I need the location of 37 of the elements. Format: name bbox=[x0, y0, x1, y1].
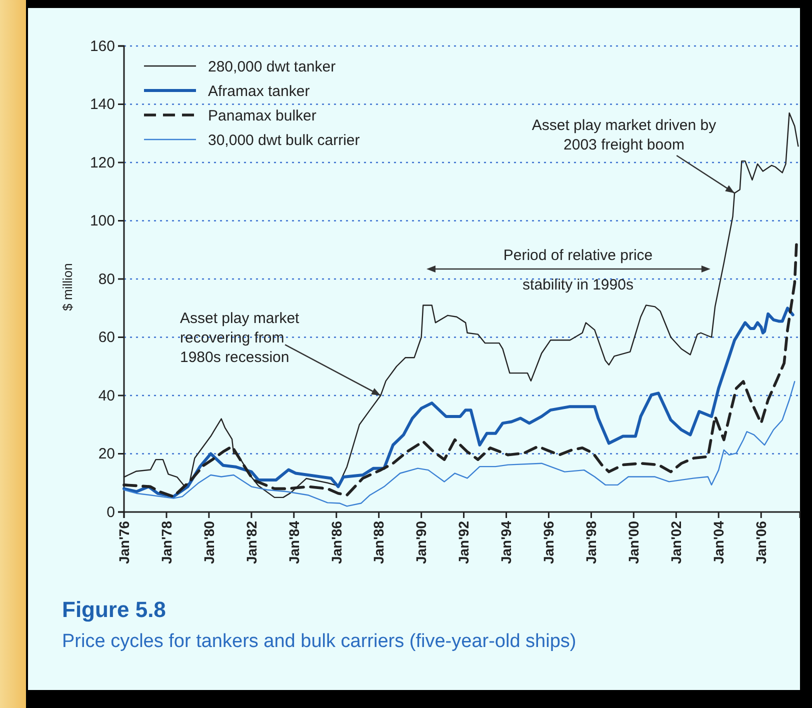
x-tick-label: Jan'02 bbox=[668, 520, 684, 564]
x-tick-label: Jan'00 bbox=[626, 520, 642, 564]
x-tick-label: Jan'98 bbox=[583, 520, 600, 564]
y-tick-label: 140 bbox=[90, 96, 115, 114]
x-tick-label: Jan'88 bbox=[370, 520, 387, 564]
x-tick-label: Jan'80 bbox=[200, 520, 217, 564]
annotation: Asset play market driven by 2003 freight boom bbox=[532, 117, 717, 154]
x-tick-label: Jan'90 bbox=[413, 520, 430, 564]
annotation: Asset play market recovering from 1980s recession bbox=[180, 310, 300, 366]
annotation: Period of relative price stability in 1990s bbox=[503, 247, 653, 294]
y-tick-label: 0 bbox=[106, 504, 115, 521]
y-axis-title: $ million bbox=[60, 263, 75, 311]
x-tick-label: Jan'92 bbox=[456, 520, 472, 564]
text: Price cycles for tankers and bulk carriers (five-year-old ships) bbox=[62, 631, 576, 652]
x-tick-label: Jan'78 bbox=[158, 520, 174, 564]
y-tick-label: 120 bbox=[90, 154, 115, 172]
x-tick-label: Jan'04 bbox=[710, 520, 727, 564]
y-tick-label: 160 bbox=[90, 38, 115, 55]
x-tick-label: Jan'84 bbox=[286, 520, 302, 564]
legend-label: 30,000 dwt bulk carrier bbox=[208, 132, 360, 149]
y-tick-label: 40 bbox=[98, 387, 115, 404]
x-tick-label: Jan'86 bbox=[328, 520, 344, 564]
x-tick-label: Jan'82 bbox=[243, 520, 260, 564]
legend-label: Panamax bulker bbox=[208, 107, 316, 124]
y-tick-label: 100 bbox=[90, 212, 115, 230]
y-tick-label: 80 bbox=[98, 270, 115, 288]
text: Figure 5.8 bbox=[62, 597, 166, 622]
y-tick-label: 60 bbox=[98, 329, 115, 346]
x-tick-label: Jan'06 bbox=[753, 520, 770, 564]
y-tick-label: 20 bbox=[98, 446, 115, 463]
legend-label: 280,000 dwt tanker bbox=[208, 58, 336, 76]
x-tick-label: Jan'96 bbox=[540, 520, 557, 564]
x-tick-label: Jan'94 bbox=[498, 520, 514, 564]
line-series bbox=[122, 306, 794, 498]
legend-label: Aframax tanker bbox=[208, 82, 310, 100]
line-series bbox=[123, 380, 796, 507]
x-tick-label: Jan'76 bbox=[116, 520, 132, 564]
